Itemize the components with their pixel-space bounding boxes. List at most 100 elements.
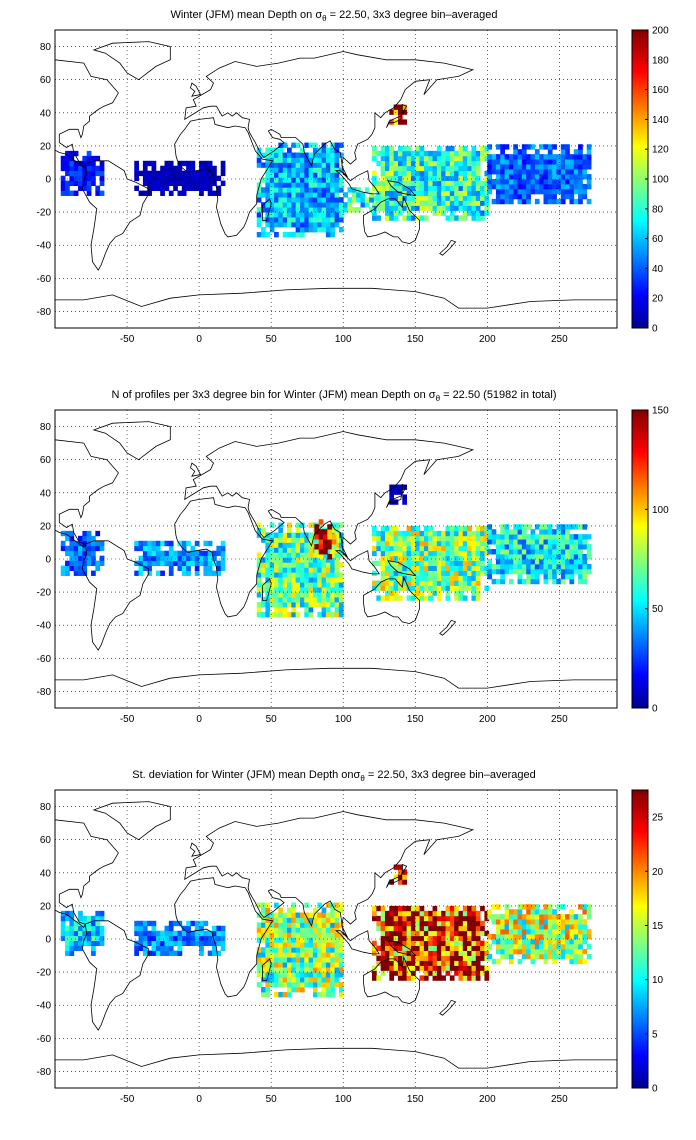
- bin-central-pacific: [582, 958, 588, 965]
- coastline-new-guinea: [387, 560, 417, 577]
- bin-west-pacific: [410, 155, 416, 162]
- bin-west-pacific: [449, 555, 455, 562]
- bin-indian-ocean: [256, 927, 262, 933]
- y-tick-label: 80: [40, 422, 52, 433]
- bin-central-pacific: [569, 183, 575, 190]
- bin-indian-ocean: [291, 557, 297, 563]
- bin-indian-ocean: [278, 982, 284, 988]
- bin-west-pacific: [475, 930, 481, 937]
- bin-tropical-atlantic-east: [147, 170, 152, 177]
- bin-indian-ocean: [334, 922, 340, 928]
- bin-west-pacific: [454, 920, 459, 927]
- bin-central-pacific: [547, 943, 553, 950]
- bin-indian-ocean: [265, 607, 271, 613]
- bin-tropical-atlantic-east: [142, 545, 148, 552]
- coastline-greenland: [92, 421, 171, 461]
- bin-central-pacific: [552, 198, 557, 205]
- bin-west-pacific: [467, 565, 472, 571]
- bin-central-pacific: [504, 539, 510, 545]
- bin-west-pacific: [384, 150, 390, 157]
- bin-indian-ocean: [321, 982, 327, 988]
- bin-west-pacific: [397, 550, 403, 557]
- bin-central-pacific: [552, 914, 557, 920]
- bin-west-pacific: [454, 930, 459, 937]
- bin-indian-ocean: [312, 987, 318, 993]
- bin-west-pacific: [415, 150, 420, 157]
- bin-tropical-atlantic-east: [199, 935, 204, 942]
- bin-central-pacific: [556, 953, 562, 960]
- bin-west-pacific: [397, 595, 403, 601]
- bin-central-pacific: [547, 188, 553, 195]
- bin-central-pacific: [578, 174, 583, 180]
- bin-indian-ocean: [299, 567, 305, 573]
- bin-central-pacific: [530, 144, 536, 150]
- bin-tropical-atlantic-east: [155, 560, 161, 567]
- bin-tropical-atlantic-west: [78, 175, 83, 182]
- bin-central-pacific: [582, 174, 588, 180]
- bin-central-pacific: [534, 174, 540, 180]
- bin-west-pacific: [389, 970, 395, 976]
- bin-central-pacific: [552, 554, 557, 560]
- bin-central-pacific: [569, 568, 575, 575]
- bin-central-pacific: [504, 198, 510, 205]
- bin-west-pacific: [441, 185, 446, 191]
- bin-indian-ocean: [291, 607, 297, 613]
- bin-west-pacific: [384, 180, 390, 187]
- bin-west-pacific: [480, 940, 485, 947]
- bin-tropical-atlantic-west: [60, 545, 66, 552]
- bin-tropical-atlantic-west: [91, 175, 96, 182]
- y-tick-label: 0: [45, 935, 51, 946]
- bin-indian-ocean: [338, 982, 344, 988]
- bin-central-pacific: [543, 919, 549, 925]
- bin-indian-ocean: [287, 922, 292, 928]
- coastline-africa: [174, 497, 274, 618]
- bin-tropical-atlantic-west: [65, 935, 70, 942]
- bin-tropical-atlantic-west: [69, 920, 75, 927]
- bin-indian-ocean: [282, 962, 288, 968]
- bin-west-pacific: [445, 545, 451, 552]
- bin-tropical-atlantic-west: [95, 925, 101, 932]
- bin-tropical-atlantic-east: [151, 175, 157, 182]
- bin-central-pacific: [534, 953, 540, 960]
- bin-bay-of-bengal: [331, 539, 337, 545]
- bin-central-pacific: [513, 188, 518, 195]
- x-tick-label: 50: [266, 334, 278, 345]
- bin-central-pacific: [560, 563, 566, 570]
- bin-west-pacific: [449, 570, 455, 576]
- bin-central-pacific: [508, 578, 514, 585]
- bin-central-pacific: [500, 188, 505, 195]
- bin-tropical-atlantic-west: [82, 930, 88, 937]
- bin-west-pacific: [441, 945, 446, 951]
- bin-central-pacific: [569, 943, 575, 950]
- bin-indian-ocean: [295, 562, 301, 568]
- bin-west-pacific: [384, 190, 390, 196]
- bin-indian-ocean: [265, 562, 271, 568]
- bin-central-pacific: [560, 914, 566, 920]
- coastline-indonesia: [334, 930, 380, 955]
- bin-west-pacific: [419, 570, 425, 576]
- bin-central-pacific: [556, 554, 562, 560]
- bin-indian-ocean: [278, 922, 284, 928]
- bin-indian-ocean: [304, 572, 310, 578]
- bin-indian-ocean: [295, 917, 301, 923]
- bin-indian-ocean: [330, 192, 335, 198]
- bin-west-pacific: [449, 935, 455, 942]
- bin-indian-ocean: [312, 942, 318, 948]
- bin-west-pacific: [410, 200, 416, 206]
- bin-indian-ocean: [278, 957, 284, 963]
- bin-west-pacific: [458, 215, 464, 221]
- bin-tropical-atlantic-east: [142, 165, 148, 172]
- bin-tropical-atlantic-east: [155, 930, 161, 937]
- bin-central-pacific: [521, 934, 527, 940]
- bin-indian-ocean: [338, 597, 344, 603]
- bin-tropical-atlantic-west: [78, 160, 83, 167]
- bin-indian-ocean: [282, 972, 288, 978]
- bin-central-pacific: [543, 568, 549, 575]
- bin-indian-ocean: [274, 572, 279, 578]
- bin-indian-ocean: [325, 962, 331, 968]
- bin-indian-ocean: [299, 942, 305, 948]
- bin-tropical-atlantic-west: [69, 935, 75, 942]
- bin-tropical-atlantic-east: [220, 925, 226, 932]
- bin-tropical-atlantic-west: [95, 915, 101, 922]
- bin-west-pacific: [454, 590, 459, 596]
